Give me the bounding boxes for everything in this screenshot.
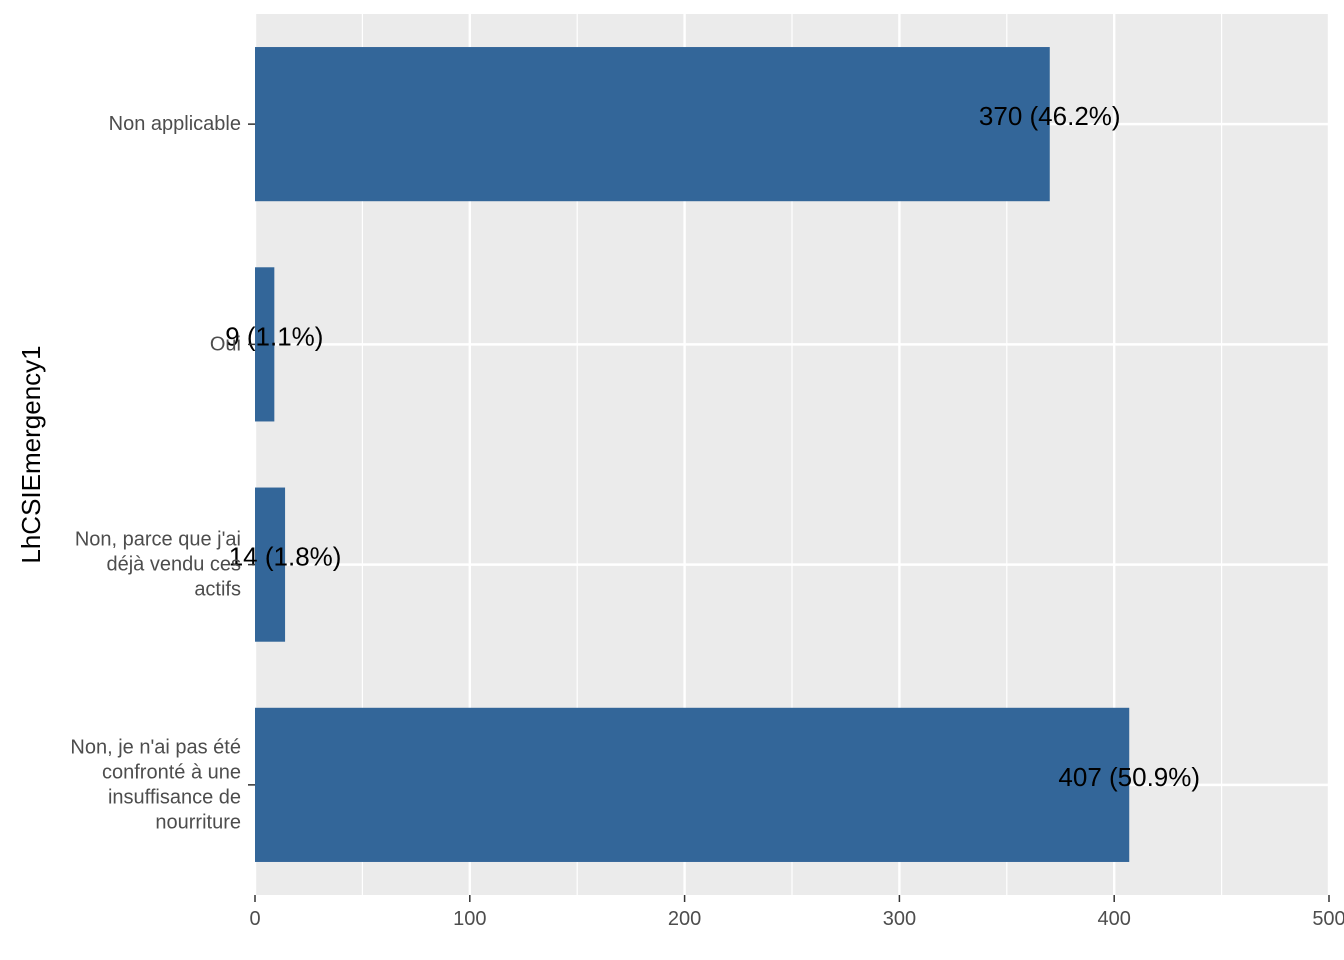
bar xyxy=(255,47,1050,202)
y-tick-label: Non, parce que j'ai déjà vendu ces actifs xyxy=(75,529,241,601)
data-label: 14 (1.8%) xyxy=(229,542,342,572)
bar xyxy=(255,487,286,642)
y-axis-title: LhCSIEmergency1 xyxy=(16,345,46,563)
x-tick-label: 400 xyxy=(1098,908,1131,930)
data-labels: 370 (46.2%) 9 (1.1%) 14 (1.8%) 407 (50.9%) xyxy=(225,101,1200,792)
y-tick-label: Non, je n'ai pas été confronté à une insuf… xyxy=(70,736,241,833)
data-label: 370 (46.2%) xyxy=(979,101,1121,131)
x-tick-label: 0 xyxy=(249,908,260,930)
x-tick-label: 500 xyxy=(1312,908,1344,930)
data-label: 407 (50.9%) xyxy=(1058,762,1200,792)
data-label: 9 (1.1%) xyxy=(225,321,323,351)
bar xyxy=(255,707,1130,862)
y-tick-label: Non applicable xyxy=(109,113,241,135)
x-axis: 0 100 200 300 400 500 xyxy=(249,895,1344,930)
y-tick-label: Oui xyxy=(210,333,241,355)
bars xyxy=(255,47,1130,862)
bar xyxy=(255,267,275,422)
x-tick-label: 200 xyxy=(668,908,701,930)
x-tick-label: 300 xyxy=(883,908,916,930)
x-tick-label: 100 xyxy=(453,908,486,930)
y-axis: Non applicable Oui Non, parce que j'ai déjà… xyxy=(70,113,255,833)
